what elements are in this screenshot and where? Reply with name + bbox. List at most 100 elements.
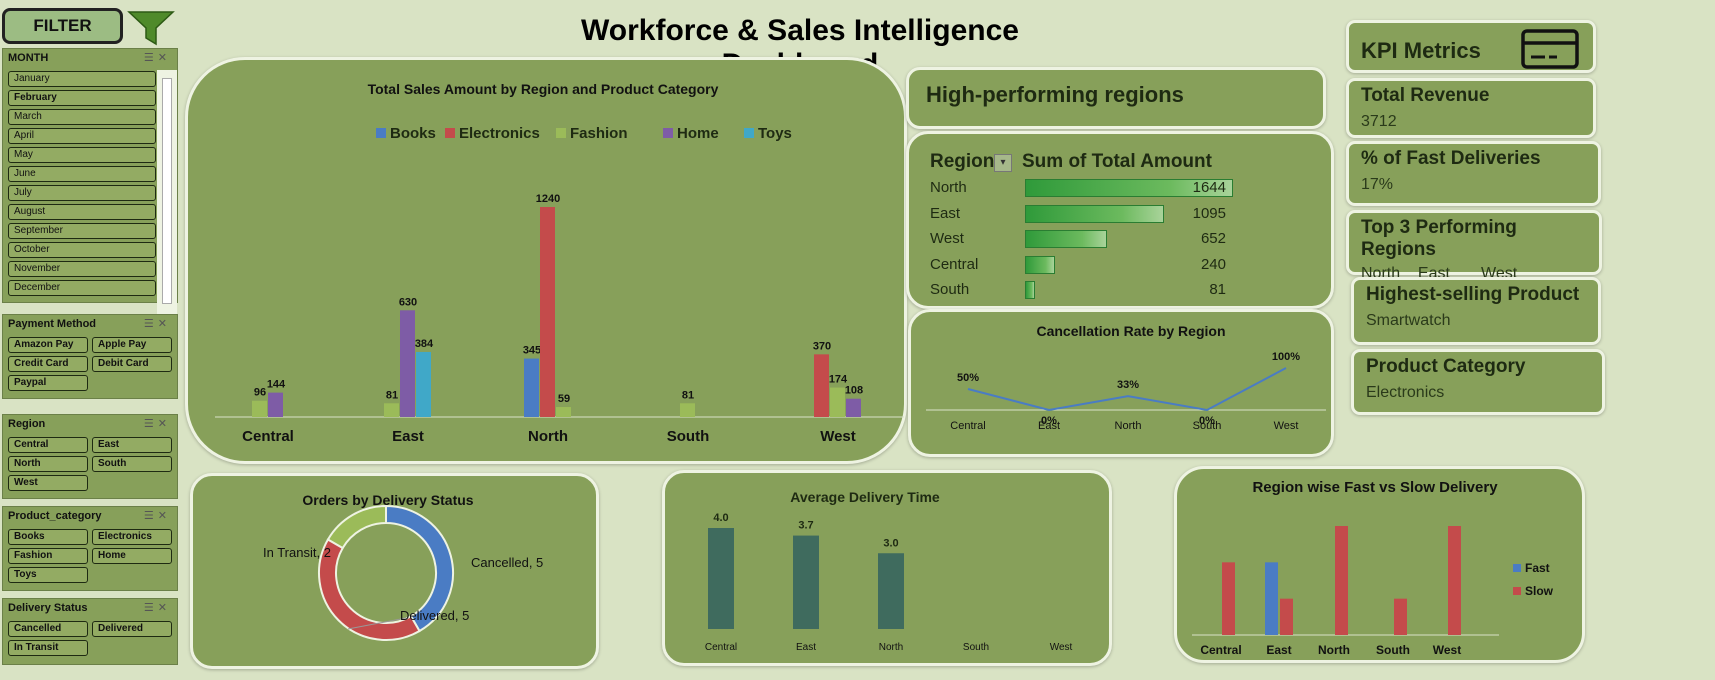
data-label-books-north: 345 — [523, 345, 541, 357]
slicer-item-electronics[interactable]: Electronics — [92, 529, 172, 545]
bar-toys-east — [416, 351, 431, 417]
legend-label-home: Home — [677, 125, 719, 142]
legend-swatch-toys — [744, 128, 754, 138]
pivot-amount-value: 1095 — [1192, 204, 1226, 222]
kpi-header-title: KPI Metrics — [1361, 38, 1481, 63]
x-tick-north: North — [528, 428, 568, 445]
slicer-item-apple-pay[interactable]: Apple Pay — [92, 337, 172, 353]
data-label-home-central: 144 — [267, 379, 286, 391]
slicer-item-february[interactable]: February — [8, 90, 156, 106]
pivot-row-west: West 652 — [909, 228, 1331, 252]
slicer-delivery: Delivery Status ☰✕ Cancelled Delivered In Tr… — [2, 598, 178, 665]
slicer-scrollbar[interactable] — [162, 78, 172, 304]
slicer-header-payment: Payment Method ☰✕ — [3, 315, 177, 335]
slicer-item-delivered[interactable]: Delivered — [92, 621, 172, 637]
slicer-item-march[interactable]: March — [8, 109, 156, 125]
x-tick-west: West — [1433, 643, 1461, 657]
slicer-item-june[interactable]: June — [8, 166, 156, 182]
slicer-item-september[interactable]: September — [8, 223, 156, 239]
sort-filter-icon[interactable]: ▾ — [994, 154, 1012, 172]
pivot-data-bar — [1025, 179, 1233, 197]
slicer-item-debit-card[interactable]: Debit Card — [92, 356, 172, 372]
slicer-item-toys[interactable]: Toys — [8, 567, 88, 583]
high-performing-table-card: Region ▾ Sum of Total Amount North 1644 Ea… — [906, 131, 1334, 309]
x-tick-central: Central — [705, 642, 737, 653]
slicer-item-april[interactable]: April — [8, 128, 156, 144]
x-tick-central: Central — [1200, 643, 1241, 657]
slicer-item-may[interactable]: May — [8, 147, 156, 163]
pivot-region-label: South — [930, 281, 970, 298]
delivery-status-chart: Orders by Delivery Status Cancelled, 5 Del… — [263, 492, 543, 641]
slicer-item-december[interactable]: December — [8, 280, 156, 296]
x-tick-east: East — [1038, 420, 1060, 432]
clear-filter-icon[interactable]: ☰✕ — [143, 418, 171, 430]
legend-swatch-home — [663, 128, 673, 138]
donut-label-in-transit: In Transit, 2 — [263, 545, 331, 560]
filter-button[interactable]: FILTER — [2, 8, 123, 44]
slicer-items-region: Central East North South West — [3, 435, 177, 493]
filter-funnel-icon — [127, 11, 175, 46]
data-label-electronics-north: 1240 — [536, 193, 560, 205]
slicer-item-january[interactable]: January — [8, 71, 156, 87]
pivot-data-bar — [1025, 230, 1108, 248]
clear-filter-icon[interactable]: ☰✕ — [143, 318, 171, 330]
slicer-item-cancelled[interactable]: Cancelled — [8, 621, 88, 637]
slicer-items-month: January February March April May June July Augu… — [3, 69, 161, 298]
slicer-item-books[interactable]: Books — [8, 529, 88, 545]
clear-filter-icon[interactable]: ☰✕ — [143, 510, 171, 522]
slicer-item-paypal[interactable]: Paypal — [8, 375, 88, 391]
slicer-category: Product_category ☰✕ Books Electronics Fashio… — [2, 506, 178, 591]
slicer-payment: Payment Method ☰✕ Amazon Pay Apple Pay Credi… — [2, 314, 178, 399]
avg-delivery-chart: Average Delivery Time Central 4.0 East 3.7 No… — [705, 489, 1073, 653]
slicer-item-west[interactable]: West — [8, 475, 88, 491]
slicer-region: Region ☰✕ Central East North South West — [2, 414, 178, 499]
pivot-data-bar — [1025, 281, 1036, 299]
slicer-item-credit-card[interactable]: Credit Card — [8, 356, 88, 372]
bar-electronics-north — [540, 207, 555, 417]
slicer-header-region: Region ☰✕ — [3, 415, 177, 435]
bar-home-east — [400, 310, 415, 417]
slicer-header-category: Product_category ☰✕ — [3, 507, 177, 527]
bar-fashion-north — [556, 407, 571, 417]
top-product-value: Smartwatch — [1366, 312, 1451, 329]
slicer-item-october[interactable]: October — [8, 242, 156, 258]
product-category-value: Electronics — [1366, 384, 1445, 401]
pivot-amount-value: 81 — [1209, 281, 1226, 298]
slicer-title-category: Product_category — [8, 510, 102, 522]
slicer-item-in-transit[interactable]: In Transit — [8, 640, 88, 656]
pivot-row-south: South 81 — [909, 279, 1331, 303]
top-product-title: Highest-selling Product — [1366, 284, 1580, 305]
legend-label-slow: Slow — [1525, 584, 1554, 598]
slicer-item-east[interactable]: East — [92, 437, 172, 453]
data-label-west: 100% — [1272, 351, 1300, 363]
slicer-item-south[interactable]: South — [92, 456, 172, 472]
slicer-item-amazon-pay[interactable]: Amazon Pay — [8, 337, 88, 353]
x-tick-central: Central — [242, 428, 294, 445]
clear-filter-icon[interactable]: ☰✕ — [143, 52, 171, 64]
sales-chart-card: Total Sales Amount by Region and Product… — [185, 57, 907, 464]
x-tick-north: North — [1318, 643, 1350, 657]
cancellation-chart: Cancellation Rate by Region Central 50% Eas… — [926, 323, 1326, 432]
x-tick-east: East — [1266, 643, 1291, 657]
data-label-fashion-central: 96 — [254, 387, 266, 399]
pivot-region-label: Central — [930, 255, 979, 273]
slicer-item-august[interactable]: August — [8, 204, 156, 220]
slicer-item-central[interactable]: Central — [8, 437, 88, 453]
top-product-card: Highest-selling Product Smartwatch — [1351, 277, 1601, 345]
slicer-item-november[interactable]: November — [8, 261, 156, 277]
legend-swatch-fashion — [556, 128, 566, 138]
cancellation-chart-title: Cancellation Rate by Region — [1036, 323, 1225, 339]
slicer-item-home[interactable]: Home — [92, 548, 172, 564]
data-label-south: 0% — [1199, 415, 1215, 427]
slicer-item-north[interactable]: North — [8, 456, 88, 472]
slicer-item-fashion[interactable]: Fashion — [8, 548, 88, 564]
slicer-item-july[interactable]: July — [8, 185, 156, 201]
legend-swatch-books — [376, 128, 386, 138]
column-header-amount: Sum of Total Amount — [1022, 151, 1212, 172]
slicer-title-month: MONTH — [8, 52, 49, 64]
clear-filter-icon[interactable]: ☰✕ — [143, 602, 171, 614]
fast-delivery-title: % of Fast Deliveries — [1361, 148, 1541, 169]
data-label-north: 3.0 — [883, 537, 898, 549]
data-label-home-west: 108 — [845, 385, 863, 397]
pivot-data-bar — [1025, 204, 1164, 223]
